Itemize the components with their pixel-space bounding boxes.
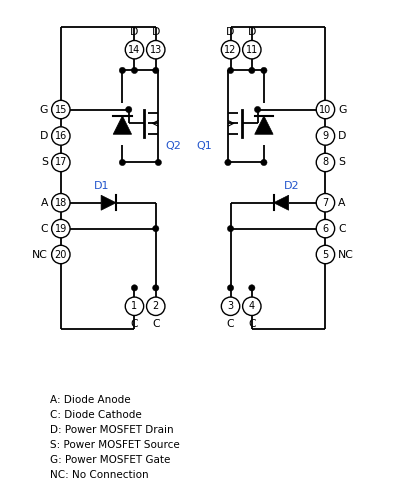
Circle shape: [221, 40, 240, 59]
Text: 17: 17: [55, 157, 67, 168]
Circle shape: [225, 159, 231, 166]
Text: 7: 7: [322, 198, 328, 208]
Text: D: D: [151, 27, 160, 37]
Circle shape: [153, 226, 159, 232]
Text: 1: 1: [131, 301, 138, 311]
Polygon shape: [255, 116, 273, 134]
Circle shape: [249, 67, 255, 73]
Circle shape: [52, 153, 70, 172]
Circle shape: [228, 67, 234, 73]
Circle shape: [261, 67, 267, 73]
Text: 19: 19: [55, 224, 67, 234]
Circle shape: [131, 67, 138, 73]
Polygon shape: [274, 195, 289, 210]
Text: 5: 5: [322, 249, 328, 260]
Circle shape: [316, 245, 335, 264]
Text: D: D: [130, 27, 139, 37]
Text: D2: D2: [284, 181, 300, 191]
Text: 12: 12: [224, 45, 237, 55]
Circle shape: [153, 67, 159, 73]
Text: C: Diode Cathode: C: Diode Cathode: [50, 410, 142, 420]
Text: C: C: [338, 224, 346, 234]
Circle shape: [119, 159, 125, 166]
Text: D1: D1: [94, 181, 110, 191]
Text: 15: 15: [55, 104, 67, 115]
Text: D: D: [226, 27, 235, 37]
Circle shape: [125, 297, 144, 315]
Circle shape: [228, 285, 234, 291]
Text: NC: NC: [338, 249, 354, 260]
Text: NC: NC: [32, 249, 48, 260]
Circle shape: [125, 106, 132, 113]
Text: 10: 10: [319, 104, 332, 115]
Text: G: G: [40, 104, 48, 115]
Text: 11: 11: [246, 45, 258, 55]
Circle shape: [249, 285, 255, 291]
Text: 14: 14: [128, 45, 140, 55]
Text: D: Power MOSFET Drain: D: Power MOSFET Drain: [50, 425, 173, 435]
Circle shape: [147, 297, 165, 315]
Circle shape: [254, 106, 261, 113]
Circle shape: [221, 297, 240, 315]
Text: G: G: [338, 104, 346, 115]
Text: C: C: [227, 319, 234, 329]
Text: 20: 20: [55, 249, 67, 260]
Polygon shape: [113, 116, 131, 134]
Circle shape: [52, 219, 70, 238]
Circle shape: [125, 40, 144, 59]
Circle shape: [316, 100, 335, 119]
Text: C: C: [248, 319, 256, 329]
Polygon shape: [101, 195, 116, 210]
Text: 6: 6: [322, 224, 328, 234]
Circle shape: [119, 67, 125, 73]
Text: 2: 2: [153, 301, 159, 311]
Text: D: D: [247, 27, 256, 37]
Text: C: C: [152, 319, 160, 329]
Circle shape: [316, 193, 335, 212]
Text: 4: 4: [249, 301, 255, 311]
Text: C: C: [131, 319, 138, 329]
Circle shape: [52, 127, 70, 145]
Text: S: Power MOSFET Source: S: Power MOSFET Source: [50, 440, 179, 451]
Text: S: S: [338, 157, 345, 168]
Circle shape: [52, 245, 70, 264]
Circle shape: [155, 159, 162, 166]
Text: 16: 16: [55, 131, 67, 141]
Circle shape: [316, 219, 335, 238]
Circle shape: [243, 297, 261, 315]
Text: A: Diode Anode: A: Diode Anode: [50, 396, 131, 405]
Text: NC: No Connection: NC: No Connection: [50, 470, 149, 480]
Circle shape: [228, 226, 234, 232]
Circle shape: [316, 153, 335, 172]
Text: Q1: Q1: [196, 140, 212, 151]
Circle shape: [261, 159, 267, 166]
Circle shape: [153, 285, 159, 291]
Circle shape: [243, 40, 261, 59]
Text: D: D: [338, 131, 346, 141]
Text: 18: 18: [55, 198, 67, 208]
Text: G: Power MOSFET Gate: G: Power MOSFET Gate: [50, 455, 170, 465]
Text: 13: 13: [150, 45, 162, 55]
Text: A: A: [338, 198, 346, 208]
Text: 8: 8: [322, 157, 328, 168]
Text: Q2: Q2: [165, 140, 181, 151]
Text: D: D: [40, 131, 48, 141]
Circle shape: [147, 40, 165, 59]
Circle shape: [131, 285, 138, 291]
Circle shape: [52, 193, 70, 212]
Text: 3: 3: [228, 301, 234, 311]
Text: 9: 9: [322, 131, 328, 141]
Text: A: A: [41, 198, 48, 208]
Circle shape: [52, 100, 70, 119]
Circle shape: [316, 127, 335, 145]
Text: C: C: [41, 224, 48, 234]
Text: S: S: [41, 157, 48, 168]
